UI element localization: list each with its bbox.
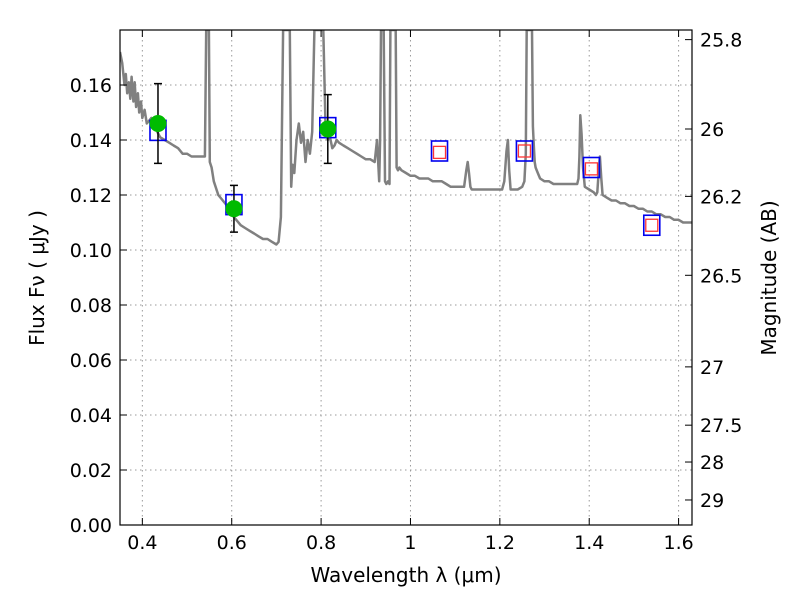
x-tick-label: 0.8 [306, 532, 336, 554]
y-tick-label: 0.12 [70, 185, 112, 207]
x-tick-label: 0.6 [217, 532, 247, 554]
model-flux-square [642, 214, 661, 237]
model-spectrum-line [120, 30, 692, 246]
model-flux-inner-square [432, 145, 447, 160]
x-tick-label: 1.2 [485, 532, 515, 554]
model-flux-inner-square [645, 218, 659, 232]
mag-tick-label: 26.5 [700, 265, 742, 287]
observed-flux-point [225, 200, 243, 218]
x-tick-label: 1.6 [663, 532, 693, 554]
model-flux-inner-square [584, 162, 599, 176]
model-flux-square [582, 156, 601, 179]
y-tick-label: 0.00 [70, 515, 112, 537]
y-axis-label: Flux Fν ( μJy ) [25, 210, 49, 346]
mag-tick-label: 26 [700, 119, 724, 141]
mag-tick-label: 27.5 [700, 415, 742, 437]
mag-tick-label: 26.2 [700, 186, 742, 208]
y-tick-label: 0.14 [70, 130, 112, 152]
y-tick-label: 0.04 [70, 405, 112, 427]
observed-flux-point [319, 120, 337, 138]
mag-tick-label: 28 [700, 452, 724, 474]
x-tick-label: 0.4 [127, 532, 157, 554]
model-flux-square [430, 140, 449, 162]
model-flux-square [515, 140, 534, 162]
y-tick-label: 0.02 [70, 460, 112, 482]
observed-flux-point [149, 115, 167, 132]
plot-frame [119, 29, 693, 526]
y-tick-label: 0.08 [70, 295, 112, 317]
x-axis-label: Wavelength λ (μm) [310, 563, 501, 587]
mag-tick-label: 27 [700, 357, 724, 379]
x-tick-label: 1.4 [574, 532, 604, 554]
x-tick-label: 1 [404, 532, 416, 554]
y-tick-label: 0.16 [70, 75, 112, 97]
mag-tick-label: 25.8 [700, 30, 742, 52]
model-flux-inner-square [517, 144, 532, 158]
y-tick-label: 0.06 [70, 350, 112, 372]
y-axis-right-label: Magnitude (AB) [757, 200, 781, 355]
y-tick-label: 0.10 [70, 240, 112, 262]
plot-area [120, 30, 692, 246]
axes: 0.4 0.6 0.8 1 1.2 1.4 1.6 0.00 0.02 0.04 0.06 0.08 0… [70, 30, 743, 554]
mag-tick-label: 29 [700, 490, 724, 512]
